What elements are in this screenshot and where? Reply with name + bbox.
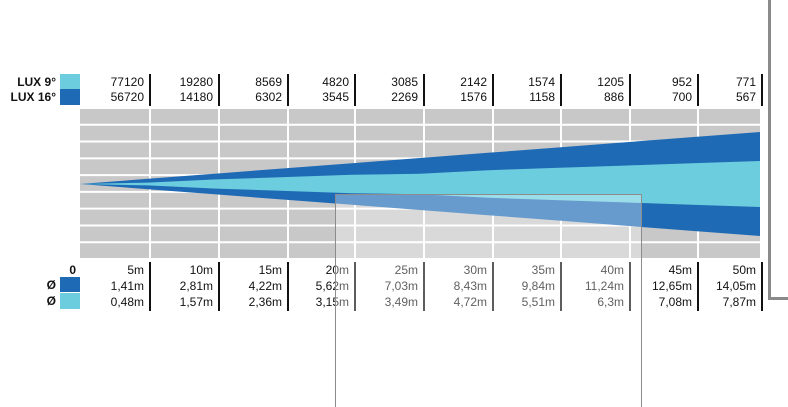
distance-column-separator [354, 262, 356, 311]
lux-9-value: 1205 [597, 75, 624, 89]
lux-16-value: 56720 [110, 90, 144, 104]
lux-16-value: 1158 [529, 90, 555, 104]
diameter-swatch-16deg [60, 277, 80, 292]
diameter-16-value: 7,03m [384, 279, 418, 293]
lux-column-separator [761, 74, 763, 106]
lux-column-separator [697, 74, 699, 106]
lux-column-separator [218, 74, 220, 106]
lux-9-value: 771 [735, 75, 756, 89]
distance-label: 40m [600, 263, 624, 277]
distance-label: 20m [325, 263, 349, 277]
lux-9-value: 952 [671, 75, 692, 89]
diameter-16-value: 2,81m [179, 279, 213, 293]
distance-column-separator [218, 262, 220, 311]
diameter-16-value: 8,43m [453, 279, 487, 293]
lux-9-value: 8569 [255, 75, 282, 89]
diameter-9-value: 2,36m [248, 295, 282, 309]
lux-16-value: 14180 [179, 90, 213, 104]
distance-label: 15m [258, 263, 282, 277]
lux-16-value: 1576 [460, 90, 487, 104]
distance-label: 45m [668, 263, 692, 277]
distance-column-separator [287, 262, 289, 311]
distance-column-separator [423, 262, 425, 311]
diameter-9-value: 0,48m [110, 295, 144, 309]
beam-9deg-area [80, 161, 760, 207]
lux-16-value: 6302 [255, 90, 282, 104]
lux-9-value: 2142 [460, 75, 487, 89]
diameter-16-value: 14,05m [715, 279, 756, 293]
legend-label-9deg: LUX 9° [17, 75, 56, 89]
diameter-16-value: 9,84m [521, 279, 555, 293]
lux-16-value: 567 [735, 90, 756, 104]
lux-16-value: 700 [671, 90, 692, 104]
window-edge-bar-bottom [771, 297, 788, 300]
diameter-16-value: 1,41m [110, 279, 144, 293]
lux-9-value: 77120 [110, 75, 144, 89]
diameter-symbol-9deg: Ø [46, 294, 56, 308]
diameter-9-value: 4,72m [453, 295, 487, 309]
lux-9-value: 1574 [528, 75, 555, 89]
lux-16-value: 2269 [391, 90, 418, 104]
lux-16-value: 3545 [322, 90, 349, 104]
distance-column-separator [560, 262, 562, 311]
window-edge-bar [768, 0, 771, 300]
diameter-16-value: 12,65m [651, 279, 692, 293]
distance-column-separator [629, 262, 631, 311]
legend-label-16deg: LUX 16° [10, 90, 56, 104]
lux-16-value: 886 [603, 90, 624, 104]
diameter-16-value: 4,22m [248, 279, 282, 293]
overlay-selection-frame [335, 194, 642, 407]
lux-9-value: 19280 [179, 75, 213, 89]
diameter-16-value: 5,62m [315, 279, 349, 293]
legend-swatch-9deg [60, 74, 80, 89]
diameter-9-value: 6,3m [597, 295, 624, 309]
distance-label: 35m [531, 263, 555, 277]
distance-label: 25m [394, 263, 418, 277]
lux-column-separator [629, 74, 631, 106]
distance-column-separator [149, 262, 151, 311]
lux-column-separator [287, 74, 289, 106]
distance-column-separator [492, 262, 494, 311]
legend-swatch-16deg [60, 89, 80, 105]
distance-label: 10m [189, 263, 213, 277]
lux-9-value: 4820 [322, 75, 349, 89]
distance-column-separator [697, 262, 699, 311]
diameter-9-value: 7,87m [722, 295, 756, 309]
lux-column-separator [354, 74, 356, 106]
diameter-9-value: 3,15m [315, 295, 349, 309]
diameter-9-value: 1,57m [179, 295, 213, 309]
diameter-16-value: 11,24m [584, 279, 624, 293]
distance-label: 50m [732, 263, 756, 277]
lux-9-value: 3085 [391, 75, 418, 89]
distance-label-zero: 0 [69, 263, 76, 277]
lux-column-separator [560, 74, 562, 106]
lux-column-separator [492, 74, 494, 106]
diameter-9-value: 7,08m [658, 295, 692, 309]
diameter-symbol-16deg: Ø [46, 278, 56, 292]
distance-column-separator [761, 262, 763, 311]
distance-label: 5m [127, 263, 144, 277]
lux-column-separator [423, 74, 425, 106]
diameter-9-value: 3,49m [384, 295, 418, 309]
distance-label: 30m [463, 263, 487, 277]
diameter-swatch-9deg [60, 293, 80, 309]
diameter-9-value: 5,51m [521, 295, 555, 309]
lux-column-separator [149, 74, 151, 106]
